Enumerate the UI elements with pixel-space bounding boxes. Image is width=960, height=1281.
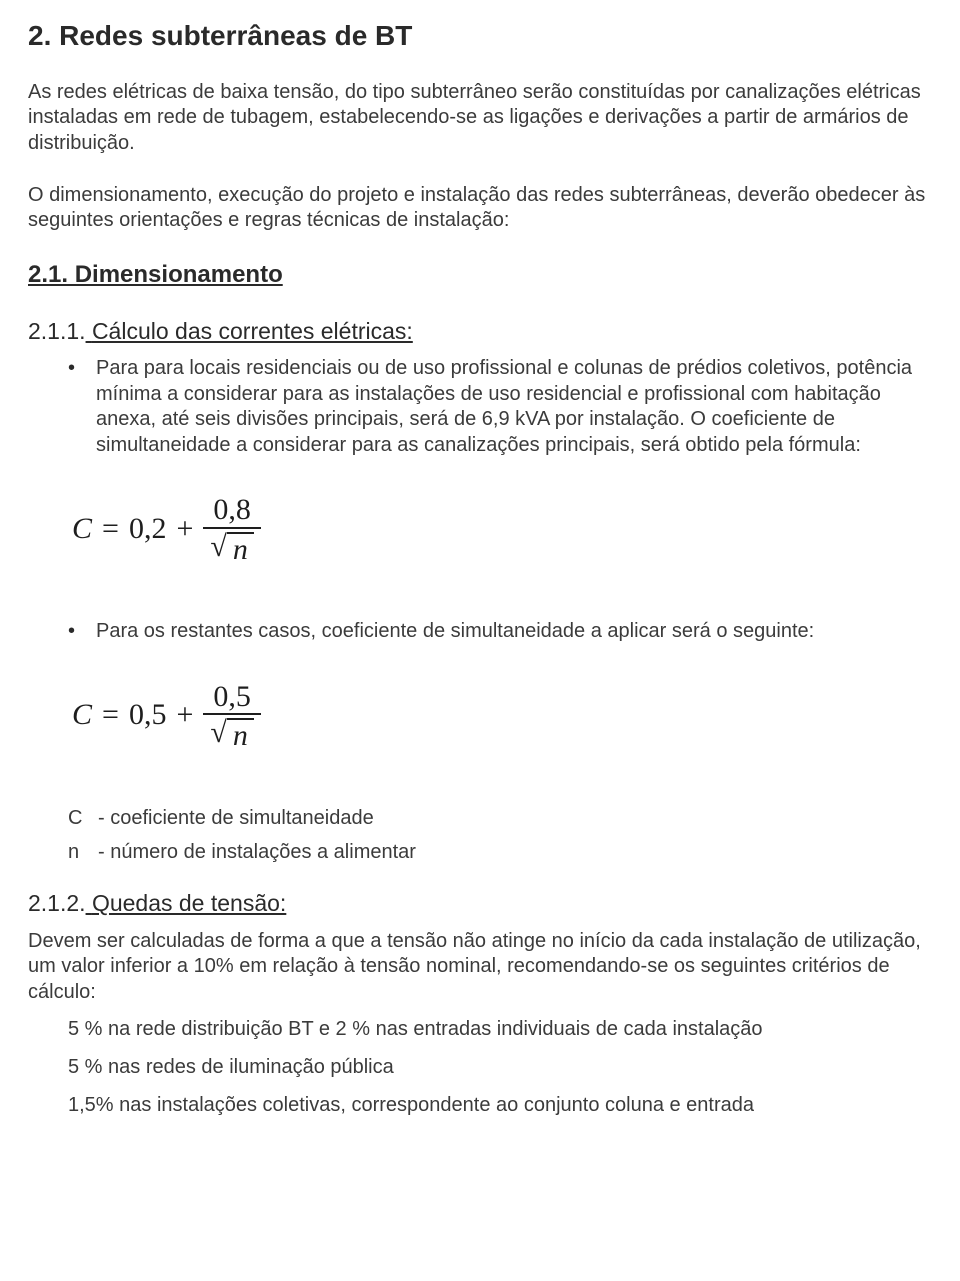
definition-text: - número de instalações a alimentar <box>98 840 416 866</box>
sqrt-variable: n <box>227 718 254 752</box>
intro-paragraph-2: O dimensionamento, execução do projeto e… <box>28 183 932 234</box>
fraction-numerator: 0,8 <box>203 494 261 527</box>
formula-lhs: C <box>72 510 92 548</box>
formula-fraction: 0,8 √ n <box>203 494 261 563</box>
definition-list: C - coeficiente de simultaneidade n - nú… <box>68 806 932 865</box>
criteria-item: 1,5% nas instalações coletivas, correspo… <box>68 1093 932 1119</box>
criteria-item: 5 % na rede distribuição BT e 2 % nas en… <box>68 1017 932 1043</box>
section-2-1-2-text: Quedas de tensão: <box>92 890 286 916</box>
section-2-1-2-paragraph: Devem ser calculadas de forma a que a te… <box>28 929 932 1006</box>
equals-sign: = <box>102 510 119 548</box>
bullet-item: Para os restantes casos, coeficiente de … <box>68 619 932 645</box>
section-2-1-1-text: Cálculo das correntes elétricas: <box>92 318 413 344</box>
bullet-list-1: Para para locais residenciais ou de uso … <box>68 356 932 458</box>
formula-fraction: 0,5 √ n <box>203 681 261 750</box>
formula-constant: 0,2 <box>129 510 167 548</box>
bullet-item: Para para locais residenciais ou de uso … <box>68 356 932 458</box>
equals-sign: = <box>102 696 119 734</box>
section-2-1-1-title: 2.1.1. Cálculo das correntes elétricas: <box>28 317 932 346</box>
definition-symbol: C <box>68 806 98 832</box>
formula-constant: 0,5 <box>129 696 167 734</box>
fraction-numerator: 0,5 <box>203 681 261 714</box>
square-root: √ n <box>210 716 253 750</box>
section-2-1-2-number: 2.1.2. <box>28 889 86 918</box>
definition-row: C - coeficiente de simultaneidade <box>68 806 932 832</box>
formula-1: C = 0,2 + 0,8 √ n <box>72 494 932 563</box>
criteria-item: 5 % nas redes de iluminação pública <box>68 1055 932 1081</box>
bullet-list-2: Para os restantes casos, coeficiente de … <box>68 619 932 645</box>
section-2-title: 2. Redes subterrâneas de BT <box>28 18 932 54</box>
section-2-1-title: 2.1. Dimensionamento <box>28 260 932 291</box>
intro-paragraph-1: As redes elétricas de baixa tensão, do t… <box>28 80 932 157</box>
formula-2: C = 0,5 + 0,5 √ n <box>72 681 932 750</box>
definition-text: - coeficiente de simultaneidade <box>98 806 374 832</box>
section-2-1-1-number: 2.1.1. <box>28 317 86 346</box>
sqrt-variable: n <box>227 532 254 566</box>
definition-row: n - número de instalações a alimentar <box>68 840 932 866</box>
plus-sign: + <box>176 510 193 548</box>
section-2-1-2-title: 2.1.2. Quedas de tensão: <box>28 889 932 918</box>
definition-symbol: n <box>68 840 98 866</box>
formula-lhs: C <box>72 696 92 734</box>
plus-sign: + <box>176 696 193 734</box>
square-root: √ n <box>210 530 253 564</box>
